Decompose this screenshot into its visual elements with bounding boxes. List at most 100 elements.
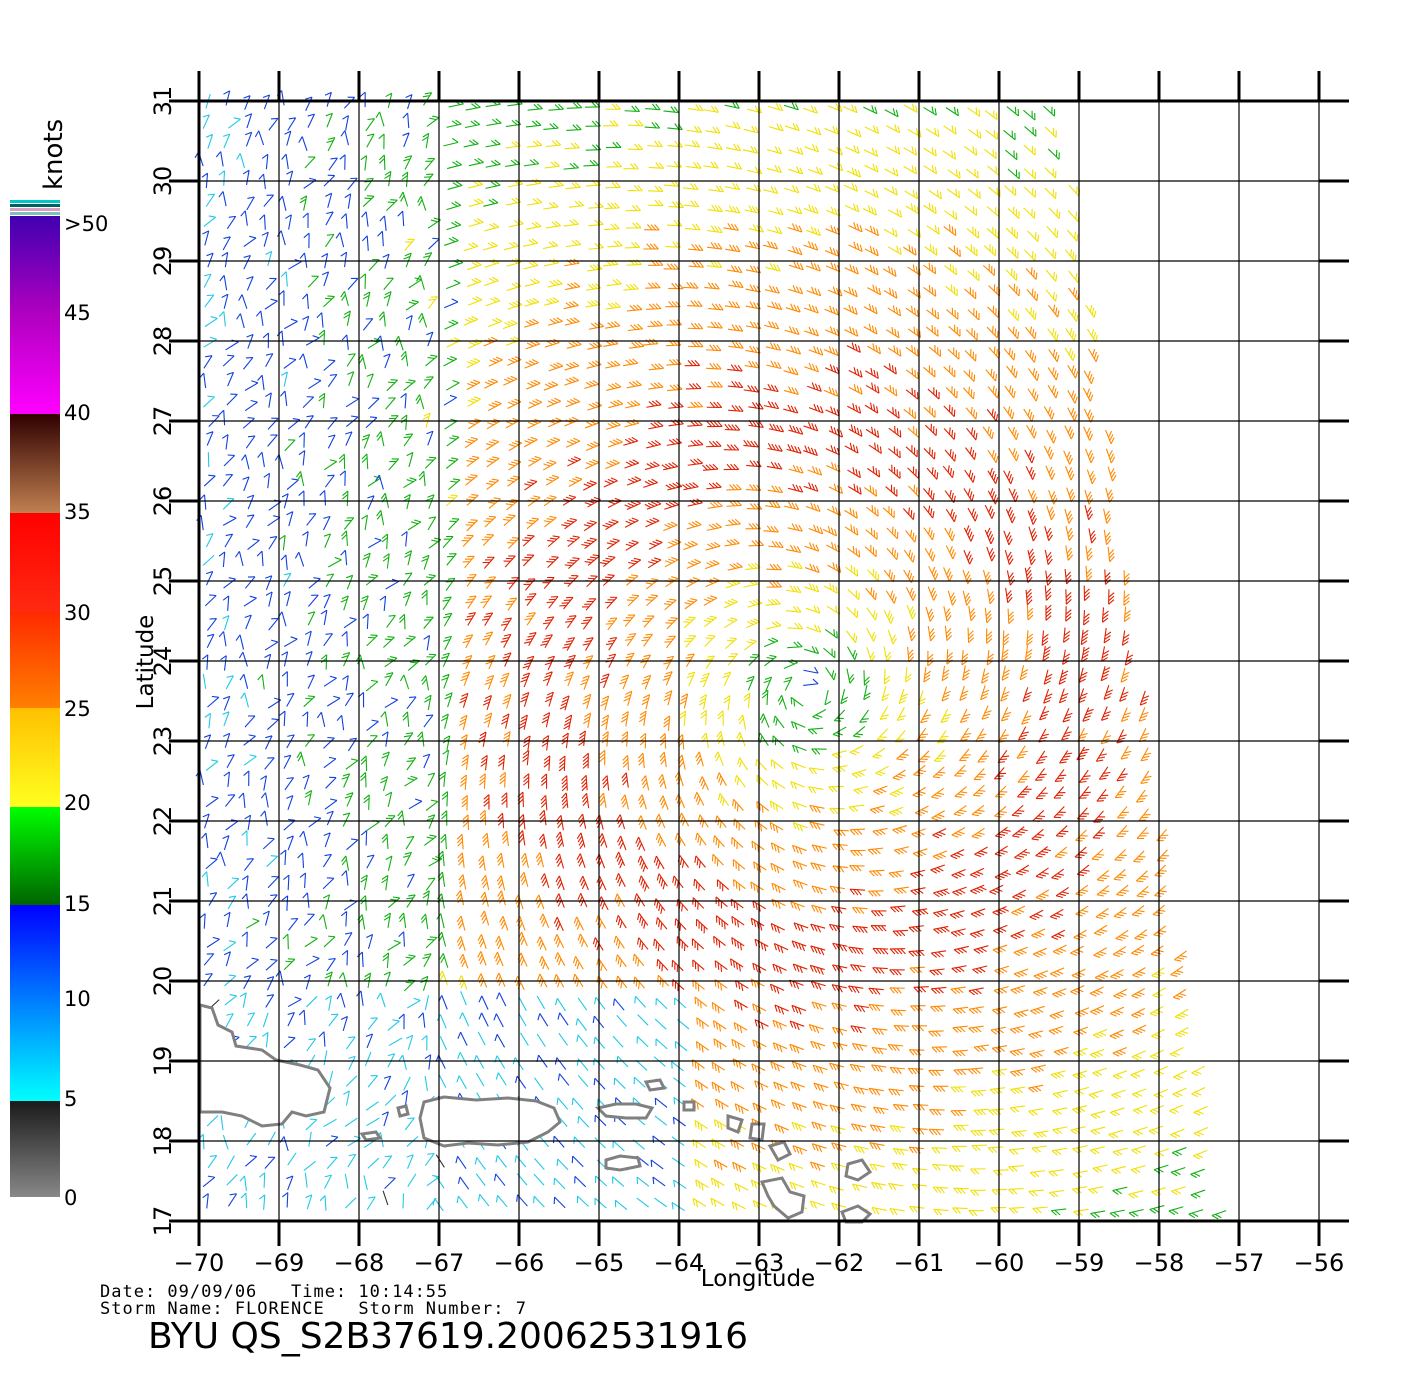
wind-barb: [546, 556, 559, 569]
wind-barb: [850, 849, 866, 857]
wind-barb: [954, 764, 967, 777]
wind-barb: [614, 1199, 628, 1211]
wind-barb: [772, 1019, 787, 1030]
wind-barb: [1093, 810, 1106, 823]
wind-barb: [446, 119, 462, 128]
wind-barb: [672, 875, 684, 889]
wind-barb: [1110, 1006, 1125, 1017]
wind-barb: [593, 1077, 606, 1090]
wind-barb: [1191, 1065, 1206, 1077]
wind-barb: [864, 225, 879, 237]
wind-barb: [713, 835, 725, 848]
wind-barb: [912, 848, 928, 858]
wind-barb: [929, 968, 945, 976]
wind-barb: [624, 633, 637, 647]
wind-barb: [1033, 970, 1049, 980]
wind-barb: [703, 105, 719, 113]
wind-barb: [703, 615, 717, 628]
wind-barb: [342, 115, 349, 131]
wind-barb: [384, 697, 398, 709]
wind-barb: [205, 533, 214, 548]
wind-barb: [754, 938, 769, 952]
wind-barb: [441, 652, 450, 668]
wind-barb: [1009, 1068, 1026, 1077]
wind-barb: [404, 238, 415, 251]
wind-barb: [514, 1155, 527, 1168]
wind-barb: [362, 291, 371, 307]
wind-barb: [328, 1070, 334, 1086]
wind-barb: [360, 874, 368, 890]
wind-barb: [265, 994, 275, 1008]
wind-barb: [726, 162, 743, 170]
wind-barb: [1108, 589, 1115, 605]
wind-barb: [844, 264, 859, 275]
wind-barb: [1003, 185, 1017, 196]
wind-barb: [375, 474, 384, 490]
wind-barb: [1028, 368, 1040, 382]
wind-barb: [508, 440, 523, 452]
wind-barb: [546, 397, 561, 408]
wind-barb: [947, 169, 961, 179]
wind-barb: [235, 634, 245, 650]
wind-barb: [400, 414, 408, 431]
wind-barb: [478, 1012, 489, 1027]
wind-barb: [768, 423, 785, 433]
wind-barb: [406, 451, 414, 468]
wind-barb: [416, 275, 425, 290]
wind-barb: [671, 1157, 685, 1167]
wind-barb: [870, 1181, 887, 1190]
wind-barb: [488, 356, 503, 367]
wind-barb: [600, 695, 610, 711]
wind-barb: [1052, 988, 1067, 998]
wind-barb: [1149, 1005, 1164, 1017]
wind-barb: [825, 406, 840, 417]
wind-barb: [1017, 785, 1032, 798]
wind-barb: [931, 810, 945, 821]
wind-barb: [792, 1145, 808, 1155]
wind-barb: [1026, 630, 1034, 646]
wind-barb: [984, 527, 995, 545]
wind-barb: [638, 794, 647, 810]
wind-barb: [723, 695, 731, 711]
wind-barb: [366, 854, 375, 869]
land-outlines: [198, 1003, 873, 1224]
wind-barb: [546, 596, 559, 609]
wind-barb: [888, 806, 904, 817]
wind-barb: [989, 1087, 1006, 1095]
wind-barb: [823, 647, 836, 659]
wind-barb: [287, 418, 301, 430]
wind-barb: [323, 736, 335, 749]
wind-barb: [1028, 1030, 1044, 1040]
wind-barb: [888, 446, 901, 459]
wind-barb: [441, 810, 448, 826]
wind-barb: [524, 593, 537, 606]
wind-barb: [327, 434, 336, 449]
virgin-islands-outline: [595, 1102, 655, 1120]
wind-barb: [1193, 1105, 1208, 1116]
wind-barb: [753, 861, 767, 873]
wind-barb: [459, 953, 469, 969]
wind-barb: [727, 380, 744, 389]
wind-barb: [851, 769, 867, 779]
wind-barb: [636, 1176, 650, 1187]
wind-barb: [788, 260, 804, 271]
wind-barb: [567, 456, 581, 467]
wind-barb: [927, 650, 934, 667]
wind-barb: [623, 163, 639, 170]
wind-barb: [303, 232, 310, 249]
wind-barb: [692, 979, 705, 992]
wind-barb: [341, 530, 348, 546]
wind-barb: [402, 591, 412, 607]
wind-barb: [325, 211, 334, 226]
wind-barb: [1001, 665, 1011, 681]
wind-barb: [408, 277, 422, 289]
wind-barb: [954, 786, 968, 798]
wind-barb: [747, 166, 763, 175]
wind-barb: [482, 241, 498, 251]
antigua-outline: [767, 1140, 793, 1162]
wind-barb: [308, 594, 319, 607]
wind-barb: [944, 210, 958, 220]
wind-barb: [287, 996, 302, 1008]
wind-barb: [384, 656, 398, 668]
wind-barb: [1023, 186, 1036, 198]
